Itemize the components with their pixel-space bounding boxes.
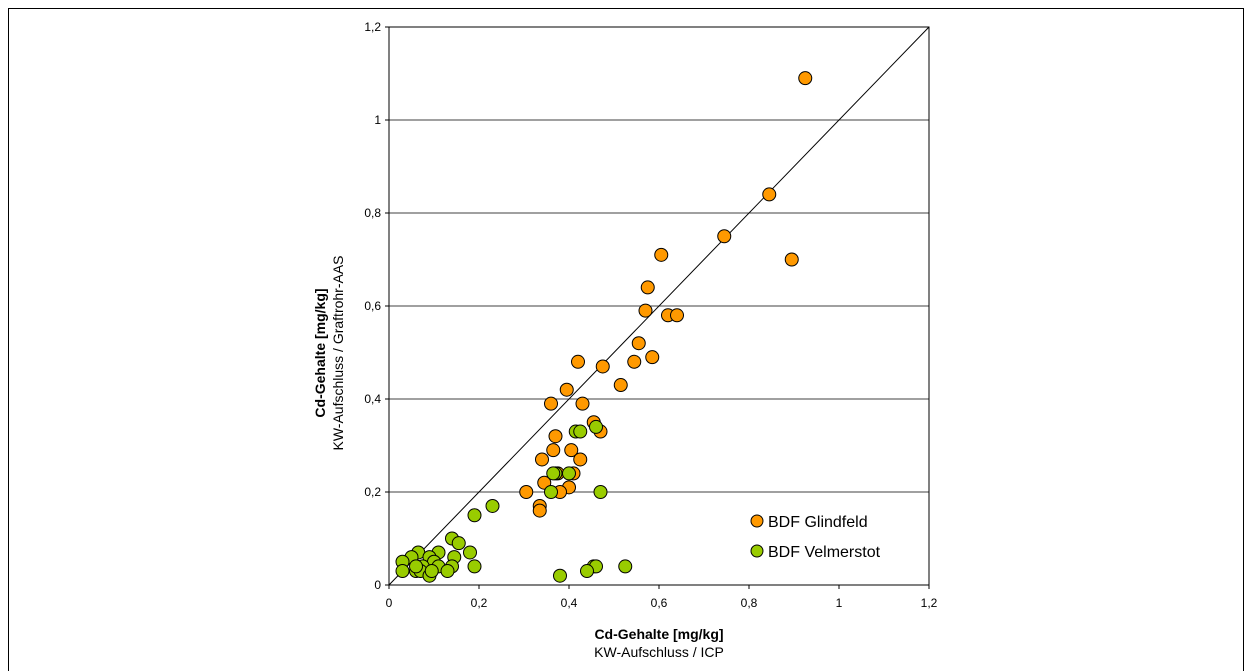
x-tick-label: 1,2 xyxy=(921,596,938,610)
point-velmerstot xyxy=(580,564,594,579)
point-glindfeld xyxy=(573,452,588,467)
point-velmerstot xyxy=(424,564,439,579)
legend-label-glindfeld: BDF Glindfeld xyxy=(768,514,868,531)
point-velmerstot xyxy=(573,424,588,439)
y-tick-label: 0,6 xyxy=(364,299,381,313)
reference-line-1to1 xyxy=(388,26,930,586)
y-tick-label: 0,4 xyxy=(364,392,381,406)
point-velmerstot xyxy=(451,536,466,551)
point-glindfeld xyxy=(546,443,561,458)
point-velmerstot xyxy=(546,466,561,481)
x-axis-title: Cd-Gehalte [mg/kg] xyxy=(594,626,723,642)
y-axis-ticks: 0 0,2 0,4 0,6 0,8 1 1,2 xyxy=(364,20,389,592)
x-tick-label: 0,8 xyxy=(741,596,758,610)
point-glindfeld xyxy=(762,187,777,202)
point-velmerstot xyxy=(544,485,558,499)
point-glindfeld xyxy=(784,252,799,267)
x-tick-label: 1 xyxy=(836,596,843,610)
legend: BDF Glindfeld BDF Velmerstot xyxy=(750,514,881,561)
point-velmerstot xyxy=(409,559,423,574)
point-velmerstot xyxy=(467,559,482,574)
point-velmerstot xyxy=(562,466,576,481)
point-velmerstot xyxy=(553,568,567,583)
point-glindfeld xyxy=(654,247,669,262)
x-tick-label: 0,6 xyxy=(651,596,668,610)
point-glindfeld xyxy=(640,280,655,295)
point-glindfeld xyxy=(575,396,590,411)
point-velmerstot xyxy=(467,508,482,523)
y-tick-label: 1,2 xyxy=(364,20,381,34)
point-glindfeld xyxy=(571,354,585,369)
point-glindfeld xyxy=(559,382,574,397)
legend-label-velmerstot: BDF Velmerstot xyxy=(768,544,881,561)
point-glindfeld xyxy=(717,229,732,244)
point-glindfeld xyxy=(564,443,579,458)
y-tick-label: 1 xyxy=(374,113,381,127)
legend-marker-velmerstot xyxy=(750,544,764,558)
x-tick-label: 0,4 xyxy=(561,596,578,610)
y-axis-title: Cd-Gehalte [mg/kg] xyxy=(312,288,328,417)
point-velmerstot xyxy=(589,419,603,434)
point-glindfeld xyxy=(670,308,684,323)
point-velmerstot xyxy=(485,498,500,513)
x-tick-label: 0 xyxy=(386,596,393,610)
point-glindfeld xyxy=(535,452,549,467)
point-glindfeld xyxy=(798,71,813,86)
point-velmerstot xyxy=(463,545,477,560)
y-tick-label: 0,2 xyxy=(364,485,381,499)
point-glindfeld xyxy=(548,429,563,444)
point-glindfeld xyxy=(544,396,558,411)
point-glindfeld xyxy=(645,350,660,365)
point-velmerstot xyxy=(593,485,608,499)
x-tick-label: 0,2 xyxy=(471,596,488,610)
point-glindfeld xyxy=(532,503,547,518)
point-velmerstot xyxy=(618,559,633,574)
data-points xyxy=(395,71,813,583)
point-glindfeld xyxy=(638,303,653,318)
point-glindfeld xyxy=(613,378,628,393)
point-velmerstot xyxy=(440,564,455,579)
point-glindfeld xyxy=(595,359,610,374)
y-tick-label: 0 xyxy=(374,578,381,592)
point-glindfeld xyxy=(631,336,646,351)
x-axis-subtitle: KW-Aufschluss / ICP xyxy=(594,644,724,660)
legend-marker-glindfeld xyxy=(750,514,764,528)
point-glindfeld xyxy=(627,354,642,369)
y-axis-subtitle: KW-Aufschluss / Graftrohr-AAS xyxy=(330,255,346,450)
x-axis-ticks: 0 0,2 0,4 0,6 0,8 1 1,2 xyxy=(386,585,938,610)
point-velmerstot xyxy=(395,564,410,579)
y-tick-label: 0,8 xyxy=(364,206,381,220)
point-glindfeld xyxy=(519,485,534,499)
